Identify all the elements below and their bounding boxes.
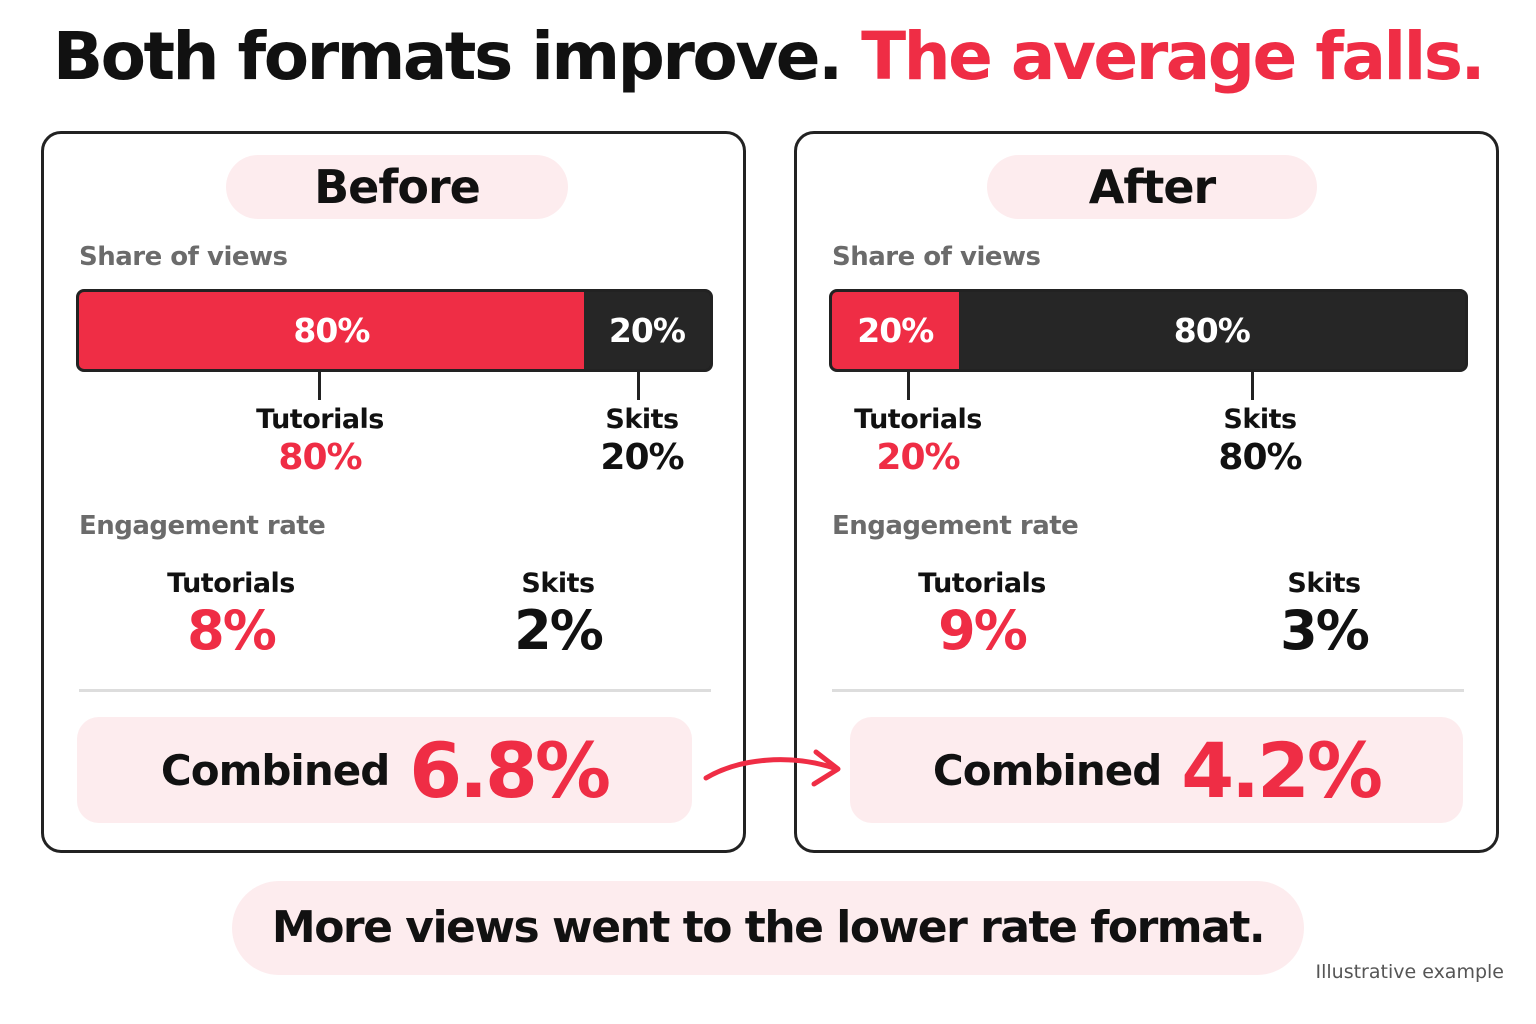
before-skits-share: 20% (600, 437, 684, 478)
after-eng-skits: Skits 3% (1224, 568, 1424, 661)
before-eng-tutorials-value: 8% (187, 599, 277, 662)
after-engagement-label: Engagement rate (832, 511, 1079, 541)
after-tutorials-tick (907, 372, 910, 400)
after-skits-segment: 80% (958, 292, 1465, 369)
before-skits-name: Skits (605, 404, 679, 435)
before-skits-caption: Skits 20% (552, 404, 732, 478)
before-skits-segment-label: 20% (608, 311, 686, 350)
after-skits-tick (1251, 372, 1254, 400)
before-panel: Before Share of views 80% 20% Tutorials … (41, 131, 746, 853)
after-skits-segment-label: 80% (1173, 311, 1251, 350)
before-tutorials-tick (318, 372, 321, 400)
headline: Both formats improve. The average falls. (0, 18, 1536, 95)
after-eng-tutorials: Tutorials 9% (882, 568, 1082, 661)
before-tutorials-segment-label: 80% (293, 311, 370, 350)
before-eng-skits-value: 2% (514, 599, 604, 662)
after-tutorials-caption: Tutorials 20% (828, 404, 1008, 478)
before-share-bar: 80% 20% (76, 289, 713, 372)
before-combined: Combined 6.8% (77, 717, 692, 823)
after-combined-label: Combined (932, 745, 1162, 795)
before-to-after-arrow (703, 749, 841, 787)
before-eng-tutorials-name: Tutorials (167, 568, 295, 599)
after-eng-tutorials-value: 9% (938, 599, 1028, 662)
before-eng-skits: Skits 2% (458, 568, 658, 661)
after-eng-tutorials-name: Tutorials (918, 568, 1046, 599)
before-title: Before (226, 155, 568, 219)
headline-part2: The average falls. (861, 18, 1486, 95)
before-skits-segment: 20% (583, 292, 710, 369)
illustrative-note: Illustrative example (1315, 961, 1505, 983)
before-combined-value: 6.8% (409, 725, 611, 815)
before-tutorials-name: Tutorials (256, 404, 384, 435)
before-tutorials-caption: Tutorials 80% (230, 404, 410, 478)
after-combined-value: 4.2% (1181, 725, 1383, 815)
after-eng-skits-name: Skits (1287, 568, 1361, 599)
before-share-label: Share of views (79, 242, 288, 272)
before-combined-label: Combined (160, 745, 390, 795)
after-combined: Combined 4.2% (850, 717, 1463, 823)
before-eng-skits-name: Skits (521, 568, 595, 599)
after-divider (832, 689, 1464, 692)
before-engagement-label: Engagement rate (79, 511, 326, 541)
after-tutorials-segment-label: 20% (857, 311, 934, 350)
before-divider (79, 689, 711, 692)
before-tutorials-segment: 80% (79, 292, 584, 369)
after-title: After (987, 155, 1317, 219)
before-tutorials-share: 80% (278, 437, 362, 478)
after-skits-caption: Skits 80% (1170, 404, 1350, 478)
after-panel: After Share of views 20% 80% Tutorials 2… (794, 131, 1499, 853)
before-eng-tutorials: Tutorials 8% (131, 568, 331, 661)
headline-part1: Both formats improve. (52, 18, 843, 95)
after-skits-name: Skits (1223, 404, 1297, 435)
before-skits-tick (637, 372, 640, 400)
after-eng-skits-value: 3% (1280, 599, 1370, 662)
after-tutorials-segment: 20% (832, 292, 959, 369)
after-share-bar: 20% 80% (829, 289, 1468, 372)
after-share-label: Share of views (832, 242, 1041, 272)
after-tutorials-name: Tutorials (854, 404, 982, 435)
after-tutorials-share: 20% (876, 437, 960, 478)
after-skits-share: 80% (1218, 437, 1302, 478)
footer-message: More views went to the lower rate format… (232, 881, 1304, 975)
